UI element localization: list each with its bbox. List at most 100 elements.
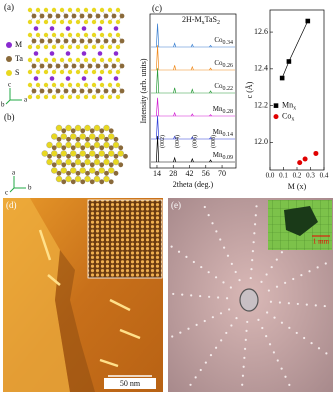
panel-label: (b) xyxy=(4,112,15,122)
legend-swatch xyxy=(273,103,279,108)
axis-label: b xyxy=(28,184,32,192)
subscript: 0.28 xyxy=(223,109,234,115)
peak xyxy=(209,114,213,117)
peak-label: (004) xyxy=(174,135,181,148)
legend-label: Co0.34 xyxy=(214,36,233,47)
peak xyxy=(173,65,177,71)
peak xyxy=(209,90,213,94)
legend-swatch xyxy=(6,42,12,48)
y-tick-label: 12.2 xyxy=(254,100,268,109)
x-tick-label: 42 xyxy=(186,169,194,178)
peak xyxy=(173,156,177,163)
subscript: x xyxy=(293,106,296,112)
subscript: x xyxy=(202,20,205,26)
text-part: Co xyxy=(282,111,291,120)
legend-label: Mn0.28 xyxy=(213,105,233,116)
series-line xyxy=(281,20,309,79)
plot-frame xyxy=(269,9,325,171)
text-part: Co xyxy=(214,36,223,44)
x-tick-label: 0.0 xyxy=(266,172,275,180)
y-tick-label: 12.6 xyxy=(254,27,268,36)
panel-label: (c) xyxy=(152,3,162,13)
subscript: 0.22 xyxy=(223,86,234,92)
peak-label: (002) xyxy=(159,135,166,148)
peak xyxy=(156,45,160,71)
x-tick-label: 0.4 xyxy=(320,172,329,180)
axis-label: b xyxy=(1,101,5,109)
panel-label: (a) xyxy=(4,2,14,12)
legend-swatch xyxy=(6,70,12,76)
x-tick-label: 0.1 xyxy=(279,172,288,180)
axis-label: c xyxy=(8,81,11,89)
chart-title: 2H-MxTaS2 xyxy=(182,15,220,27)
legend-swatch xyxy=(273,114,279,120)
legend-label: Co0.22 xyxy=(214,82,233,93)
subscript: 2 xyxy=(217,20,220,26)
text-part: Co xyxy=(214,82,223,90)
scale-bar-label: 50 nm xyxy=(120,379,141,388)
legend-label: Mn0.14 xyxy=(213,128,233,139)
peak-label: (008) xyxy=(210,135,217,148)
y-tick-label: 12.4 xyxy=(254,64,268,73)
data-point xyxy=(279,75,285,81)
scale-bar-label: 1 mm xyxy=(313,238,330,246)
x-tick-label: 28 xyxy=(169,169,177,178)
peak xyxy=(190,88,194,94)
legend-label: M xyxy=(15,40,22,49)
x-axis-label: M (x) xyxy=(288,182,307,191)
legend-label: Mnx xyxy=(282,100,296,112)
peak xyxy=(209,44,213,48)
legend-label: Mn0.09 xyxy=(213,151,233,162)
panel-label: (d) xyxy=(6,200,17,210)
peak xyxy=(190,136,194,140)
x-tick-label: 0.3 xyxy=(306,172,315,180)
axis-label: c xyxy=(5,189,8,197)
plot-frame xyxy=(149,13,237,169)
stm-image: 50 nm (d) xyxy=(3,198,163,392)
crystal-top-view xyxy=(41,124,128,185)
subscript: 0.26 xyxy=(223,63,234,69)
data-point xyxy=(313,150,319,156)
data-point xyxy=(286,59,292,64)
y-axis-label: Intensity (arb. units) xyxy=(139,58,148,123)
text-part: Mn xyxy=(213,105,223,113)
peak xyxy=(156,135,160,163)
text-part: Co xyxy=(214,59,223,67)
text-part: Mn xyxy=(282,100,293,109)
peak xyxy=(190,157,194,163)
data-point xyxy=(297,160,303,166)
legend-label: S xyxy=(15,68,19,77)
peak xyxy=(173,87,177,94)
text-part: Mn xyxy=(213,128,223,136)
legend-label: Cox xyxy=(282,111,294,123)
peak xyxy=(173,135,177,140)
peak xyxy=(173,111,177,117)
peak xyxy=(209,67,213,71)
panel-label: (e) xyxy=(171,200,181,210)
peak xyxy=(190,43,194,48)
x-tick-label: 14 xyxy=(153,169,161,178)
peak xyxy=(156,97,160,117)
x-tick-label: 70 xyxy=(218,169,226,178)
text-part: TaS xyxy=(205,15,217,24)
subscript: 0.09 xyxy=(223,155,234,161)
peak xyxy=(156,23,160,48)
data-point xyxy=(302,156,308,162)
axis-arrow xyxy=(5,88,22,105)
peak xyxy=(209,159,213,163)
text-part: 2H-M xyxy=(182,15,202,24)
laue-image: 1 mm (e) xyxy=(168,198,333,392)
peak-label: (006) xyxy=(192,135,199,148)
subscript: 0.14 xyxy=(223,132,234,138)
x-tick-label: 0.2 xyxy=(293,172,302,180)
data-point xyxy=(305,18,311,24)
peak xyxy=(156,68,160,94)
subscript: x xyxy=(291,117,294,123)
crystal-side-view xyxy=(27,7,125,100)
peak xyxy=(156,115,160,140)
x-tick-label: 56 xyxy=(202,169,210,178)
legend-label: Ta xyxy=(15,54,23,63)
peak xyxy=(173,42,177,48)
y-tick-label: 12.0 xyxy=(254,137,268,146)
